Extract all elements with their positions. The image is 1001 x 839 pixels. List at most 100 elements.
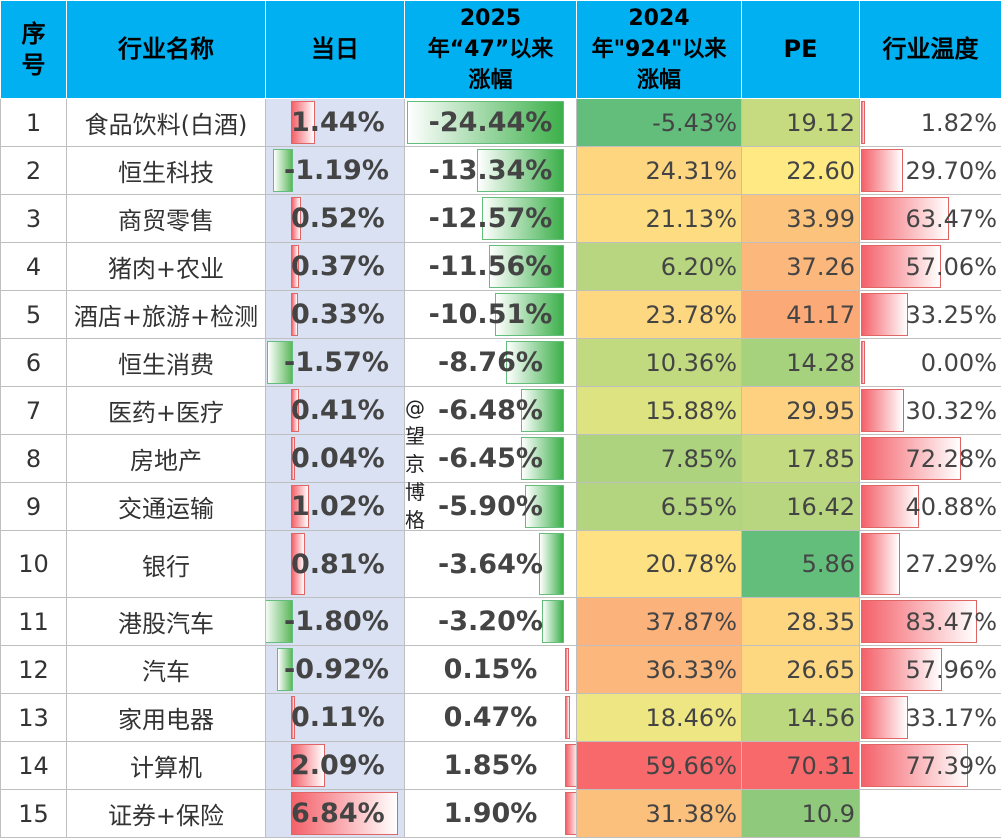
cell-seq: 1 bbox=[0, 98, 67, 147]
header-daily: 当日 bbox=[265, 0, 405, 99]
since47-bar bbox=[524, 485, 564, 528]
temp-value: 40.88% bbox=[905, 492, 997, 521]
since47-bar bbox=[521, 437, 564, 480]
cell-daily: 0.41% bbox=[265, 386, 405, 435]
cell-seq: 11 bbox=[0, 597, 67, 646]
daily-bar bbox=[291, 101, 316, 144]
cell-seq: 3 bbox=[0, 194, 67, 243]
cell-temp: 33.17% bbox=[859, 693, 1001, 742]
cell-since924: -5.43% bbox=[576, 98, 742, 147]
since47-value: -12.57% bbox=[428, 203, 553, 234]
daily-value: 2.09% bbox=[291, 750, 385, 781]
temp-bar bbox=[861, 341, 865, 384]
cell-daily: 0.04% bbox=[265, 434, 405, 483]
table-row: 3 商贸零售 0.52% -12.57% 21.13% 33.99 63.47% bbox=[0, 194, 1001, 243]
cell-since924: 37.87% bbox=[576, 597, 742, 646]
daily-bar bbox=[291, 437, 295, 480]
header-temp: 行业温度 bbox=[859, 0, 1001, 99]
cell-industry-name: 食品饮料(白酒) bbox=[66, 98, 266, 147]
cell-since924: 31.38% bbox=[576, 789, 742, 838]
cell-industry-name: 房地产 bbox=[66, 434, 266, 483]
cell-temp bbox=[859, 789, 1001, 838]
cell-daily: -1.80% bbox=[265, 597, 405, 646]
cell-temp: 29.70% bbox=[859, 146, 1001, 195]
since47-value: -10.51% bbox=[428, 299, 553, 330]
cell-temp: 40.88% bbox=[859, 482, 1001, 531]
cell-since924: 18.46% bbox=[576, 693, 742, 742]
cell-industry-name: 酒店+旅游+检测 bbox=[66, 290, 266, 339]
cell-industry-name: 恒生消费 bbox=[66, 338, 266, 387]
cell-pe: 26.65 bbox=[741, 645, 860, 694]
temp-value: 63.47% bbox=[905, 204, 997, 233]
temp-value: 57.06% bbox=[905, 252, 997, 281]
temp-bar bbox=[861, 744, 969, 787]
since47-bar bbox=[565, 792, 576, 835]
cell-since47: -6.48% bbox=[404, 386, 577, 435]
daily-value: 1.02% bbox=[291, 491, 385, 522]
since47-value: -6.48% bbox=[438, 395, 543, 426]
since47-bar bbox=[477, 149, 564, 192]
temp-value: 30.32% bbox=[905, 396, 997, 425]
cell-since47: -8.76% bbox=[404, 338, 577, 387]
cell-pe: 41.17 bbox=[741, 290, 860, 339]
cell-industry-name: 交通运输 bbox=[66, 482, 266, 531]
temp-value: 0.00% bbox=[920, 348, 997, 377]
temp-value: 57.96% bbox=[905, 655, 997, 684]
cell-temp: 30.32% bbox=[859, 386, 1001, 435]
cell-since924: 15.88% bbox=[576, 386, 742, 435]
cell-pe: 10.9 bbox=[741, 789, 860, 838]
since47-bar bbox=[565, 696, 570, 739]
cell-industry-name: 汽车 bbox=[66, 645, 266, 694]
cell-since47: -24.44% bbox=[404, 98, 577, 147]
cell-since924: 24.31% bbox=[576, 146, 742, 195]
cell-since924: 23.78% bbox=[576, 290, 742, 339]
cell-since924: 20.78% bbox=[576, 530, 742, 598]
daily-value: 6.84% bbox=[291, 798, 385, 829]
daily-value: -1.80% bbox=[284, 606, 389, 637]
cell-daily: 0.37% bbox=[265, 242, 405, 291]
table-row: 1 食品饮料(白酒) 1.44% -24.44% -5.43% 19.12 1.82% bbox=[0, 98, 1001, 147]
cell-industry-name: 医药+医疗 bbox=[66, 386, 266, 435]
daily-bar bbox=[291, 197, 301, 240]
daily-value: 0.81% bbox=[291, 548, 385, 580]
table-row: 11 港股汽车 -1.80% -3.20% 37.87% 28.35 83.47% bbox=[0, 597, 1001, 646]
cell-daily: 0.52% bbox=[265, 194, 405, 243]
cell-daily: -1.19% bbox=[265, 146, 405, 195]
temp-value: 33.25% bbox=[905, 300, 997, 329]
table-row: 4 猪肉+农业 0.37% -11.56% 6.20% 37.26 57.06% bbox=[0, 242, 1001, 291]
header-row: 序号 行业名称 当日 2025年“47”以来 涨幅 2024年"924"以来涨幅… bbox=[0, 0, 1001, 99]
since47-bar bbox=[488, 245, 564, 288]
cell-daily: 1.44% bbox=[265, 98, 405, 147]
cell-since47: -10.51% bbox=[404, 290, 577, 339]
header-since47: 2025年“47”以来 涨幅 bbox=[404, 0, 577, 99]
table-row: 15 证券+保险 6.84% 1.90% 31.38% 10.9 bbox=[0, 789, 1001, 838]
cell-industry-name: 恒生科技 bbox=[66, 146, 266, 195]
cell-pe: 19.12 bbox=[741, 98, 860, 147]
daily-bar bbox=[291, 696, 295, 739]
temp-value: 29.70% bbox=[905, 156, 997, 185]
cell-pe: 17.85 bbox=[741, 434, 860, 483]
since47-value: -24.44% bbox=[428, 107, 553, 138]
temp-bar bbox=[861, 696, 909, 739]
since47-bar bbox=[538, 533, 564, 595]
temp-value: 83.47% bbox=[905, 607, 997, 636]
since47-bar bbox=[565, 648, 569, 691]
daily-value: 0.41% bbox=[291, 395, 385, 426]
cell-temp: 33.25% bbox=[859, 290, 1001, 339]
cell-industry-name: 证券+保险 bbox=[66, 789, 266, 838]
watermark-text: @ 望京博格 bbox=[405, 396, 425, 532]
cell-temp: 57.06% bbox=[859, 242, 1001, 291]
cell-temp: 72.28% bbox=[859, 434, 1001, 483]
since47-value: -13.34% bbox=[428, 155, 553, 186]
cell-temp: 1.82% bbox=[859, 98, 1001, 147]
cell-since924: 21.13% bbox=[576, 194, 742, 243]
cell-seq: 13 bbox=[0, 693, 67, 742]
temp-bar bbox=[861, 149, 904, 192]
daily-bar bbox=[291, 389, 300, 432]
since47-bar bbox=[482, 197, 564, 240]
temp-bar bbox=[861, 533, 901, 595]
cell-since924: 10.36% bbox=[576, 338, 742, 387]
daily-value: -0.92% bbox=[284, 654, 389, 685]
since47-value: 1.90% bbox=[443, 798, 538, 829]
